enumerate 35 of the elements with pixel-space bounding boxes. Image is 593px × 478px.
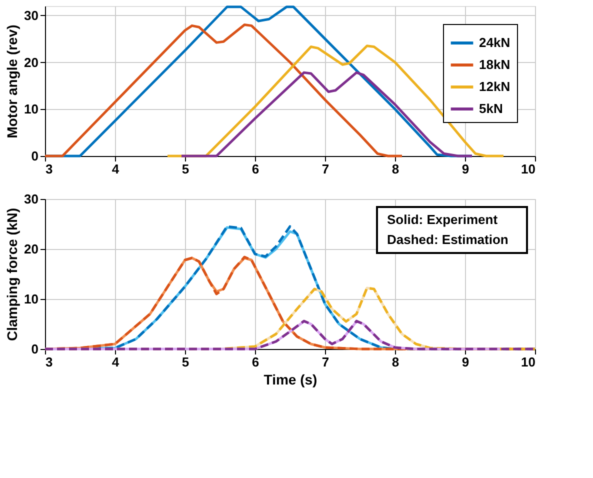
y-tick-label: 0: [31, 148, 38, 164]
x-tick-label: 9: [462, 162, 470, 176]
x-tick-label: 8: [392, 354, 400, 370]
annotation: Dashed: Estimation: [387, 232, 508, 247]
legend-label: 12kN: [479, 79, 510, 94]
x-tick-label: 6: [252, 354, 260, 370]
y-axis-title: Motor angle (rev): [4, 24, 20, 138]
y-tick-label: 20: [24, 242, 38, 256]
legend-label: 18kN: [479, 57, 510, 72]
x-tick-label: 5: [182, 162, 190, 176]
x-tick-label: 4: [112, 162, 120, 176]
y-tick-label: 0: [31, 342, 38, 356]
x-axis-title: Time (s): [264, 372, 318, 388]
y-tick-label: 20: [24, 54, 38, 70]
legend-label: 5kN: [479, 101, 503, 116]
x-tick-label: 6: [252, 162, 260, 176]
line-series: [44, 24, 404, 158]
line-series: [180, 71, 474, 158]
y-tick-label: 10: [24, 292, 38, 306]
y-tick-label: 30: [24, 8, 38, 23]
legend-label: 24kN: [479, 35, 510, 50]
x-tick-label: 10: [521, 162, 536, 176]
x-tick-label: 7: [322, 162, 330, 176]
x-tick-label: 5: [182, 354, 190, 370]
y-tick-label: 30: [24, 192, 38, 206]
x-tick-label: 3: [46, 354, 53, 370]
x-tick-label: 8: [392, 162, 400, 176]
x-tick-label: 7: [322, 354, 330, 370]
y-tick-label: 10: [24, 102, 38, 117]
x-tick-label: 4: [112, 354, 120, 370]
y-axis-title: Clamping force (kN): [4, 208, 20, 342]
annotation: Solid: Experiment: [387, 212, 498, 227]
x-tick-label: 3: [46, 162, 53, 176]
x-tick-label: 9: [462, 354, 470, 370]
x-tick-label: 10: [521, 354, 536, 370]
